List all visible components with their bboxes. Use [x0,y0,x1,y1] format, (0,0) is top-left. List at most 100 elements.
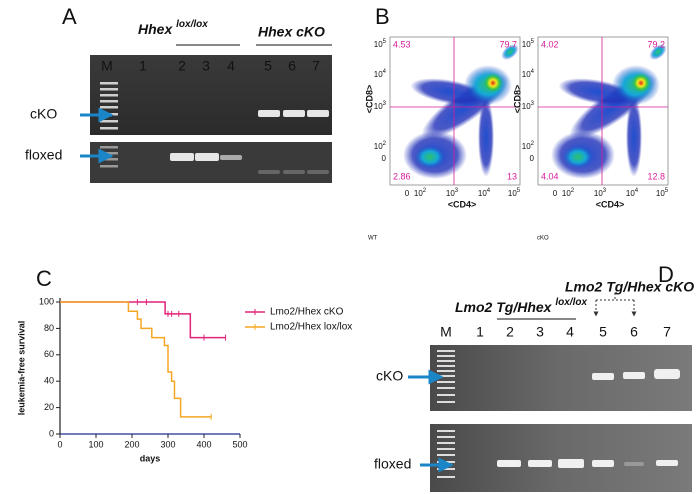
plot-caption: cKO [537,236,549,242]
x-tick-label: 103 [446,188,459,199]
tick-base: 10 [594,189,603,198]
band [258,110,280,117]
x-tick-label: 102 [562,188,575,199]
lane-label: 2 [178,58,186,74]
bands [170,110,329,174]
tick-base: 10 [508,189,517,198]
tick-base: 10 [522,70,531,79]
tick-base: 10 [374,40,383,49]
ladder-band [437,360,455,362]
x-tick-label: 0 [57,439,62,449]
ladder-band [437,370,455,372]
group-superscript: lox/lox [176,19,208,30]
survival-curve [60,301,226,339]
band [592,460,614,467]
lane-label: 7 [312,58,320,74]
band [623,372,645,379]
quadrant-value: 12.8 [647,171,665,181]
group-label: Hhex lox/lox [138,19,208,37]
group-name: Lmo2 Tg/Hhex [455,299,555,315]
band [170,153,194,161]
survival-curve [60,301,212,418]
group-name: Hhex [138,21,176,37]
plot-caption: WT [368,236,378,242]
ladder-band [437,375,455,377]
x-axis-label: <CD4> [596,199,625,209]
tick-base: 10 [446,189,455,198]
y-tick-label: 0 [49,428,54,438]
y-tick-label: 105 [374,39,387,50]
lane-label: 5 [264,58,272,74]
y-tick-label: 102 [374,141,387,152]
y-tick-label: 104 [374,69,387,80]
quadrant-value: 2.86 [393,171,411,181]
ladder-band [437,355,455,357]
gel [430,424,692,492]
ladder-band [437,387,455,389]
panel-label: C [36,266,52,291]
x-tick-label: 200 [124,439,139,449]
x-axis-label: <CD4> [448,199,477,209]
lane-label: 1 [139,58,147,74]
row-label: floxed [25,147,62,163]
density [562,145,594,169]
tick-base: 10 [522,40,531,49]
lane-label: 5 [599,324,607,340]
lane-label: 4 [227,58,235,74]
tick-exponent: 2 [423,188,427,194]
y-tick-label: 102 [522,141,535,152]
tick-base: 10 [656,189,665,198]
ladder-band [100,88,118,91]
panel-label: D [658,262,674,287]
quadrant-value: 13 [507,171,517,181]
ladder-band [437,365,455,367]
y-tick-label: 104 [522,69,535,80]
tick-exponent: 3 [383,101,387,107]
x-tick-label: 105 [656,188,669,199]
lane-label: 7 [663,324,671,340]
band [220,155,242,160]
y-tick-label: 20 [44,402,54,412]
quadrant-value: 4.04 [541,171,559,181]
tick-exponent: 5 [517,188,521,194]
ladder-band [100,152,118,155]
band [592,373,614,380]
y-tick-label: 40 [44,376,54,386]
x-tick-label: 100 [88,439,103,449]
ladder-band [437,394,455,396]
group-label: Hhex cKO [258,24,325,40]
x-tick-label: 102 [414,188,427,199]
ladder [437,350,455,478]
x-tick-label: 105 [508,188,521,199]
band [195,153,219,161]
ladder-band [437,381,455,383]
ladder-band [100,120,118,123]
tick-exponent: 5 [383,39,387,45]
y-tick-label: 100 [39,296,54,306]
ladder-band [100,94,118,97]
y-tick-label: 0 [530,154,535,163]
y-tick-label: 103 [522,101,535,112]
tick-base: 10 [414,189,423,198]
band [283,110,305,117]
density [649,44,667,60]
tick-base: 10 [374,70,383,79]
lane-label: M [440,324,452,340]
gel [90,142,332,183]
ladder-band [100,106,118,109]
ladder-band [437,401,455,403]
x-tick-label: 400 [196,439,211,449]
x-tick-label: 300 [160,439,175,449]
y-axis-label: leukemia-free survival [16,321,26,416]
tick-base: 10 [374,102,383,111]
y-tick-label: 103 [374,101,387,112]
y-tick-label: 60 [44,349,54,359]
band [558,459,584,468]
density [630,72,652,94]
ladder-band [100,165,118,168]
y-tick-label: 80 [44,323,54,333]
ladder-band [437,442,455,444]
x-axis-label: days [140,453,161,463]
ladder-band [437,461,455,463]
